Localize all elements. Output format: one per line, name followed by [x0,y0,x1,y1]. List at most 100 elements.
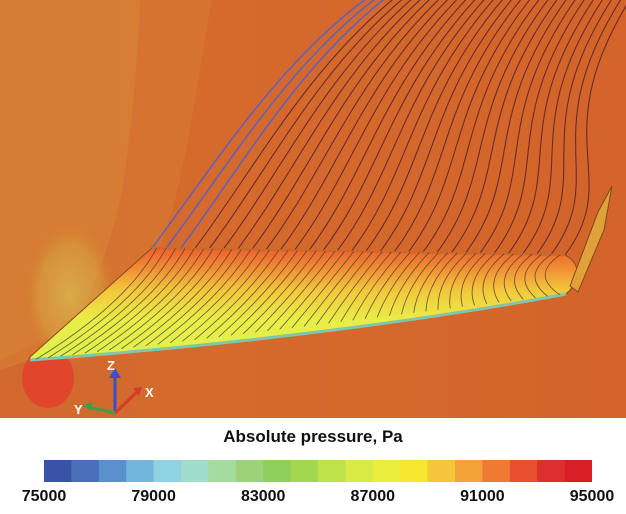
colorbar-tick-label: 79000 [131,488,176,505]
high-pressure-spot [22,348,74,408]
streamline [251,0,430,251]
z-axis-label: Z [107,358,115,373]
wing-leading-edge [151,247,566,256]
surface-streamline [182,249,270,342]
streamline [493,0,585,255]
surface-streamline [84,248,195,354]
streamline [308,0,467,252]
surface-streamline [364,252,411,319]
surface-streamline [388,252,430,316]
streamline [507,0,594,255]
colorbar-legend: Absolute pressure, Pa 75000 79000 83000 870… [0,418,626,514]
colorbar-tick-label: 95000 [569,488,615,505]
streamline [564,5,626,256]
surface-streamline [206,250,289,339]
surface-streamline [544,254,561,296]
surface-streamline [279,251,345,330]
streamline [464,0,567,254]
streamline [450,0,558,254]
colorbar-swatch [400,460,429,482]
colorbar-swatch [372,460,401,482]
streamline [179,0,385,249]
surface-streamline [157,249,251,345]
colorbar-tick-label: 83000 [240,488,286,505]
colorbar-tick-label: 87000 [350,488,396,505]
streamline [550,0,622,256]
surface-streamline [425,252,458,312]
streamline [350,0,494,252]
surface-streamline [524,254,542,299]
surface-streamline [315,251,373,326]
surface-streamline [352,251,402,321]
pressure-contour-view: Z X Y [0,0,626,418]
streamline [336,0,485,252]
surface-streamline [72,248,186,356]
colorbar-swatch [71,460,100,482]
surface-streamline [194,249,280,341]
surface-streamline [108,248,214,351]
streamline [322,0,476,252]
surface-streamline [376,252,420,318]
surface-streamline [437,252,467,310]
surface-streamline [449,253,477,309]
surface-streamline [60,248,176,357]
surface-streamline [96,248,204,353]
colorbar-swatch [482,460,511,482]
wing-trailing-edge [29,292,567,362]
colorbar-swatch [427,460,456,482]
streamline [222,0,412,250]
colorbar-swatch [235,460,264,482]
y-axis-arrowhead [83,402,92,411]
colorbar-swatch [290,460,319,482]
surface-streamlines [35,247,561,360]
x-axis-label: X [145,385,154,400]
streamline [479,0,576,254]
surface-streamline [230,250,308,336]
colorbar-swatch [345,460,374,482]
surface-streamline [145,249,242,347]
streamline [521,0,604,255]
surface-streamline [169,249,261,344]
surface-streamline [340,251,392,323]
colorbar-swatch [208,460,237,482]
colorbar-swatch [564,460,592,482]
streamline [265,0,440,251]
streamline [293,0,458,251]
x-axis-arrow [113,390,139,415]
surface-streamline [133,249,233,348]
wing-tip-fin [569,185,613,293]
colorbar-swatch [455,460,483,482]
surface-streamline [242,250,317,335]
z-axis-arrowhead [109,368,121,378]
surface-streamline [460,253,486,307]
surface-streamline [121,248,223,350]
surface-streamline [218,250,298,338]
colorbar-swatch [509,460,538,482]
streamline [407,0,531,253]
y-axis-label: Y [74,402,83,417]
colorbar-swatch [126,460,155,482]
streamline [422,0,540,253]
colorbar-swatch [263,460,292,482]
streamline [436,0,549,254]
surface-streamline [534,254,552,297]
colorbar-tick-label: 91000 [460,488,505,505]
surface-streamline [401,252,439,315]
streamline [279,0,449,251]
colorbar [44,460,592,482]
streamline [393,0,522,253]
colorbar-tick-label: 75000 [21,488,67,505]
surface-streamline [482,253,505,305]
surface-streamline [255,250,326,333]
x-axis-arrowhead [133,387,142,396]
surface-streamline [493,253,514,303]
surface-streamline [267,250,336,332]
surface-streamline [35,247,158,360]
surface-streamline [291,251,355,329]
surface-streamline [48,247,167,359]
y-axis-arrow [87,405,116,415]
colorbar-swatch [537,460,566,482]
streamline [365,0,503,252]
colorbar-swatch [44,460,72,482]
surface-streamline [328,251,383,324]
